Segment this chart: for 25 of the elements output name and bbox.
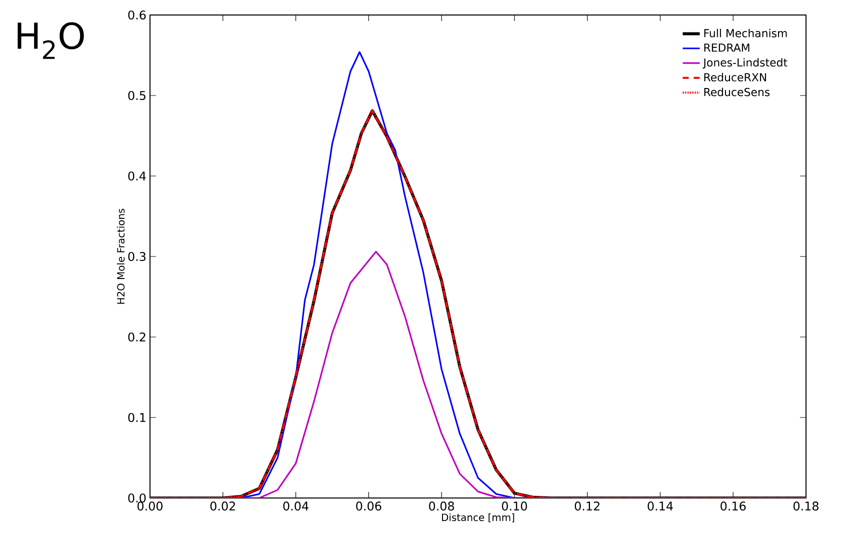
y-tick-label: 0.6 xyxy=(128,10,146,20)
chart-title: H$_{2}$O xyxy=(18,22,84,59)
y-tick-label: 0.1 xyxy=(128,412,146,422)
legend-label: Full Mechanism xyxy=(704,28,787,38)
x-axis-title: Distance [mm] xyxy=(442,513,514,522)
x-tick-label: 0.02 xyxy=(210,502,235,511)
y-axis-title: H2O Mole Fractions xyxy=(116,208,125,304)
y-tick-label: 0.0 xyxy=(128,493,146,503)
legend-label: Jones-Lindstedt xyxy=(702,58,788,69)
legend-label: REDRAM xyxy=(704,44,750,52)
legend-label: ReduceSens xyxy=(704,88,770,96)
x-tick-label: 0.16 xyxy=(720,502,746,511)
x-tick-label: 0.18 xyxy=(793,502,818,511)
y-tick-label: 0.2 xyxy=(128,332,146,342)
y-tick-label: 0.3 xyxy=(128,252,146,262)
y-tick-label: 0.4 xyxy=(128,171,146,181)
y-tick-label: 0.5 xyxy=(128,90,146,100)
x-tick-label: 0.06 xyxy=(356,502,382,511)
legend-label: ReduceRXN xyxy=(704,72,766,82)
x-tick-label: 0.00 xyxy=(137,502,163,511)
x-tick-label: 0.04 xyxy=(283,502,308,511)
x-tick-label: 0.08 xyxy=(429,502,454,511)
x-tick-label: 0.12 xyxy=(574,502,600,511)
x-tick-label: 0.14 xyxy=(648,502,673,511)
x-tick-label: 0.10 xyxy=(502,502,527,511)
